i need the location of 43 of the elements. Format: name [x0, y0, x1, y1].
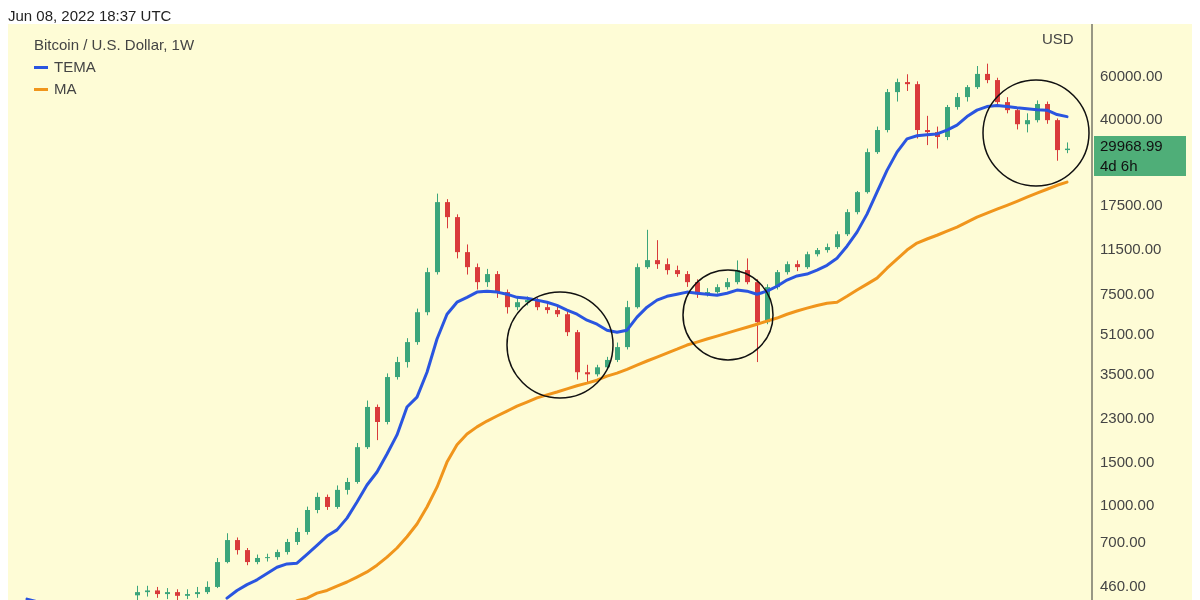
candlestick: [375, 404, 380, 441]
legend-label: TEMA: [54, 57, 96, 77]
y-tick-label: 17500.00: [1100, 196, 1163, 214]
candlestick: [305, 506, 310, 536]
y-tick-label: 1500.00: [1100, 453, 1155, 471]
candlestick: [655, 239, 660, 270]
y-tick-label: 1000.00: [1100, 495, 1155, 513]
annotation: Jun 08, 2022 18:37 UTC: [8, 7, 172, 24]
y-tick-label: 3500.00: [1100, 364, 1155, 382]
y-tick-label: 2300.00: [1100, 408, 1155, 426]
candlestick: [405, 337, 410, 369]
candlestick: [925, 115, 930, 146]
candlestick: [1015, 107, 1020, 130]
y-tick-label: 40000.00: [1100, 109, 1163, 127]
y-tick-label: 60000.00: [1100, 67, 1163, 85]
candlestick: [335, 484, 340, 510]
y-axis-title: USD: [1042, 30, 1075, 47]
candlestick: [395, 356, 400, 381]
candlestick: [1025, 112, 1030, 133]
candlestick: [475, 263, 480, 291]
candlestick: [615, 342, 620, 363]
candlestick: [495, 270, 500, 299]
candlestick: [855, 190, 860, 215]
text: Bitcoin / U.S. Dollar, 1W: [34, 35, 195, 55]
line-series: [295, 180, 1069, 600]
candlestick: [465, 243, 470, 276]
y-tick-label: 460.00: [1100, 577, 1146, 595]
legend-label: MA: [54, 79, 77, 99]
candlestick: [875, 126, 880, 155]
candlestick: [315, 492, 320, 514]
y-tick-label: 7500.00: [1100, 284, 1155, 302]
candlestick: [445, 198, 450, 229]
candlestick: [975, 65, 980, 90]
y-tick-label: 5100.00: [1100, 325, 1155, 343]
y-tick-label: 11500.00: [1100, 240, 1162, 258]
candlestick: [895, 78, 900, 103]
text: 29968.99 4d 6h: [1100, 136, 1164, 176]
candlestick: [985, 63, 990, 84]
y-tick-label: 700.00: [1100, 533, 1146, 551]
candlestick: [645, 229, 650, 270]
candlestick: [565, 311, 570, 337]
candlestick: [845, 208, 850, 237]
candlestick: [225, 532, 230, 564]
